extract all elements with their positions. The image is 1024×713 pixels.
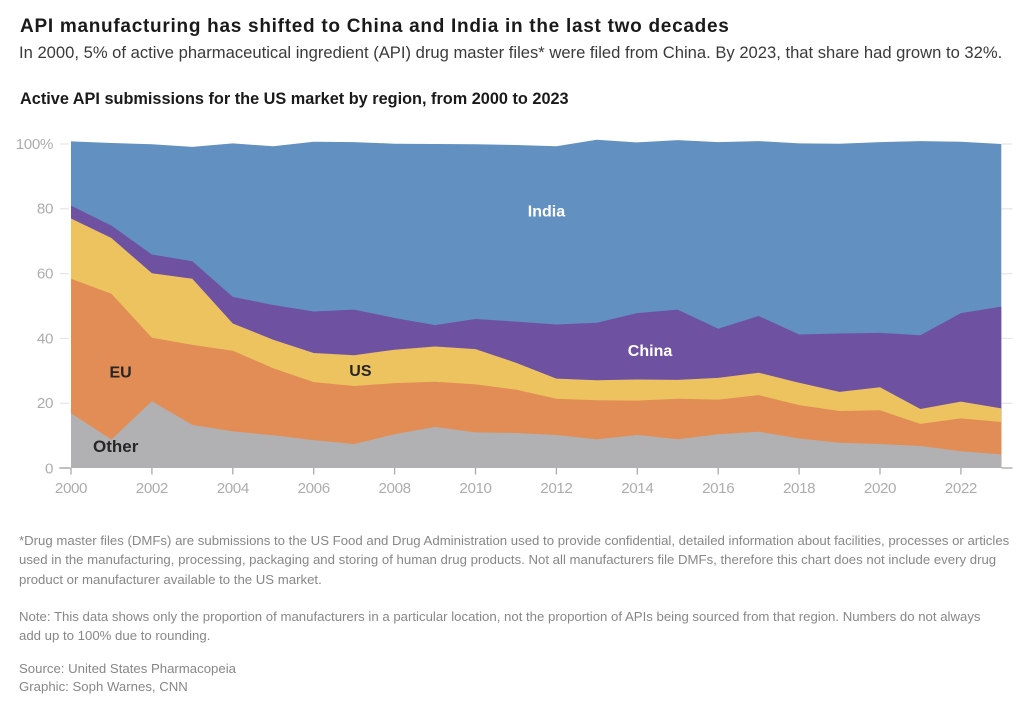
svg-text:40: 40 <box>37 330 53 347</box>
svg-text:2022: 2022 <box>945 480 977 497</box>
svg-text:2010: 2010 <box>459 480 491 497</box>
svg-text:2006: 2006 <box>298 480 330 497</box>
svg-text:20: 20 <box>37 395 53 412</box>
svg-text:India: India <box>528 203 565 220</box>
svg-text:0: 0 <box>45 460 53 477</box>
svg-text:China: China <box>628 343 673 360</box>
svg-text:2004: 2004 <box>217 480 249 497</box>
svg-text:EU: EU <box>110 364 132 381</box>
svg-text:2000: 2000 <box>55 480 87 497</box>
svg-text:2020: 2020 <box>864 480 896 497</box>
svg-text:2018: 2018 <box>783 480 815 497</box>
svg-text:60: 60 <box>37 266 53 283</box>
svg-text:2002: 2002 <box>136 480 168 497</box>
svg-text:US: US <box>349 363 372 380</box>
svg-text:2012: 2012 <box>540 480 572 497</box>
svg-text:Other: Other <box>93 437 139 456</box>
svg-text:80: 80 <box>37 201 53 218</box>
svg-text:2014: 2014 <box>621 480 653 497</box>
svg-text:2008: 2008 <box>379 480 411 497</box>
svg-text:2016: 2016 <box>702 480 734 497</box>
svg-text:100%: 100% <box>16 136 53 153</box>
